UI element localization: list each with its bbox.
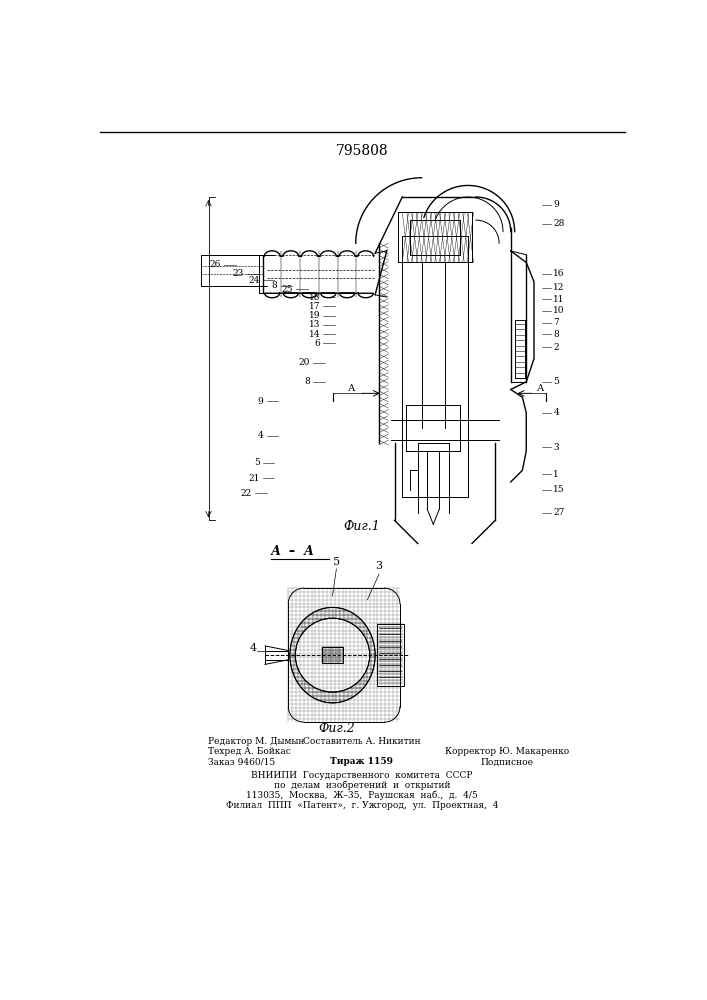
Text: 27: 27 [554, 508, 565, 517]
Text: 24: 24 [248, 276, 259, 285]
Text: 20: 20 [298, 358, 310, 367]
Text: 17: 17 [308, 302, 320, 311]
Text: Фиг.1: Фиг.1 [344, 520, 380, 533]
Text: 26: 26 [209, 260, 221, 269]
Text: Подписное: Подписное [480, 757, 533, 766]
Text: 113035,  Москва,  Ж–35,  Раушская  наб.,  д.  4/5: 113035, Москва, Ж–35, Раушская наб., д. … [246, 790, 478, 800]
Text: 19: 19 [308, 311, 320, 320]
Text: Тираж 1159: Тираж 1159 [330, 757, 394, 766]
Text: Редактор М. Дымын: Редактор М. Дымын [209, 737, 305, 746]
Text: Фиг.2: Фиг.2 [318, 722, 355, 735]
Text: 5: 5 [554, 377, 559, 386]
Text: 6: 6 [315, 339, 320, 348]
Text: 9: 9 [258, 397, 264, 406]
Text: 8: 8 [271, 281, 277, 290]
Text: 13: 13 [309, 320, 320, 329]
Text: Корректор Ю. Макаренко: Корректор Ю. Макаренко [445, 747, 569, 756]
Text: 1: 1 [554, 470, 559, 479]
Text: 10: 10 [554, 306, 565, 315]
Text: Филиал  ППП  «Патент»,  г. Ужгород,  ул.  Проектная,  4: Филиал ППП «Патент», г. Ужгород, ул. Про… [226, 801, 498, 810]
Text: 22: 22 [240, 489, 252, 498]
Text: 15: 15 [554, 485, 565, 494]
Text: 14: 14 [308, 330, 320, 339]
Text: 11: 11 [554, 295, 565, 304]
Text: 7: 7 [554, 318, 559, 327]
Text: Заказ 9460/15: Заказ 9460/15 [209, 757, 276, 766]
Text: 16: 16 [554, 269, 565, 278]
Text: 12: 12 [554, 283, 565, 292]
Text: 3: 3 [554, 443, 559, 452]
Text: 2: 2 [554, 343, 559, 352]
Text: ВНИИПИ  Государственного  комитета  СССР: ВНИИПИ Государственного комитета СССР [251, 771, 473, 780]
Text: А: А [537, 384, 544, 393]
Text: 8: 8 [554, 330, 559, 339]
Text: 795808: 795808 [336, 144, 388, 158]
Text: 4: 4 [554, 408, 559, 417]
Text: А: А [348, 384, 356, 393]
Bar [322, 647, 344, 663]
Text: 4: 4 [250, 643, 257, 653]
Text: 5: 5 [333, 557, 340, 567]
Text: 9: 9 [554, 200, 559, 209]
Text: Составитель А. Никитин: Составитель А. Никитин [303, 737, 421, 746]
Text: 28: 28 [554, 219, 565, 228]
Circle shape [296, 618, 370, 692]
Text: 25: 25 [281, 285, 293, 294]
Text: по  делам  изобретений  и  открытий: по делам изобретений и открытий [274, 780, 450, 790]
Text: 8: 8 [304, 377, 310, 386]
Text: 21: 21 [248, 474, 259, 483]
Text: А  –  А: А – А [271, 545, 315, 558]
Text: 3: 3 [375, 561, 382, 571]
Text: 4: 4 [258, 431, 264, 440]
Ellipse shape [290, 607, 375, 703]
Text: 5: 5 [254, 458, 259, 467]
Bar [377, 624, 404, 686]
Text: 23: 23 [233, 269, 244, 278]
Text: Техред А. Бойкас: Техред А. Бойкас [209, 747, 291, 756]
Text: 18: 18 [308, 293, 320, 302]
